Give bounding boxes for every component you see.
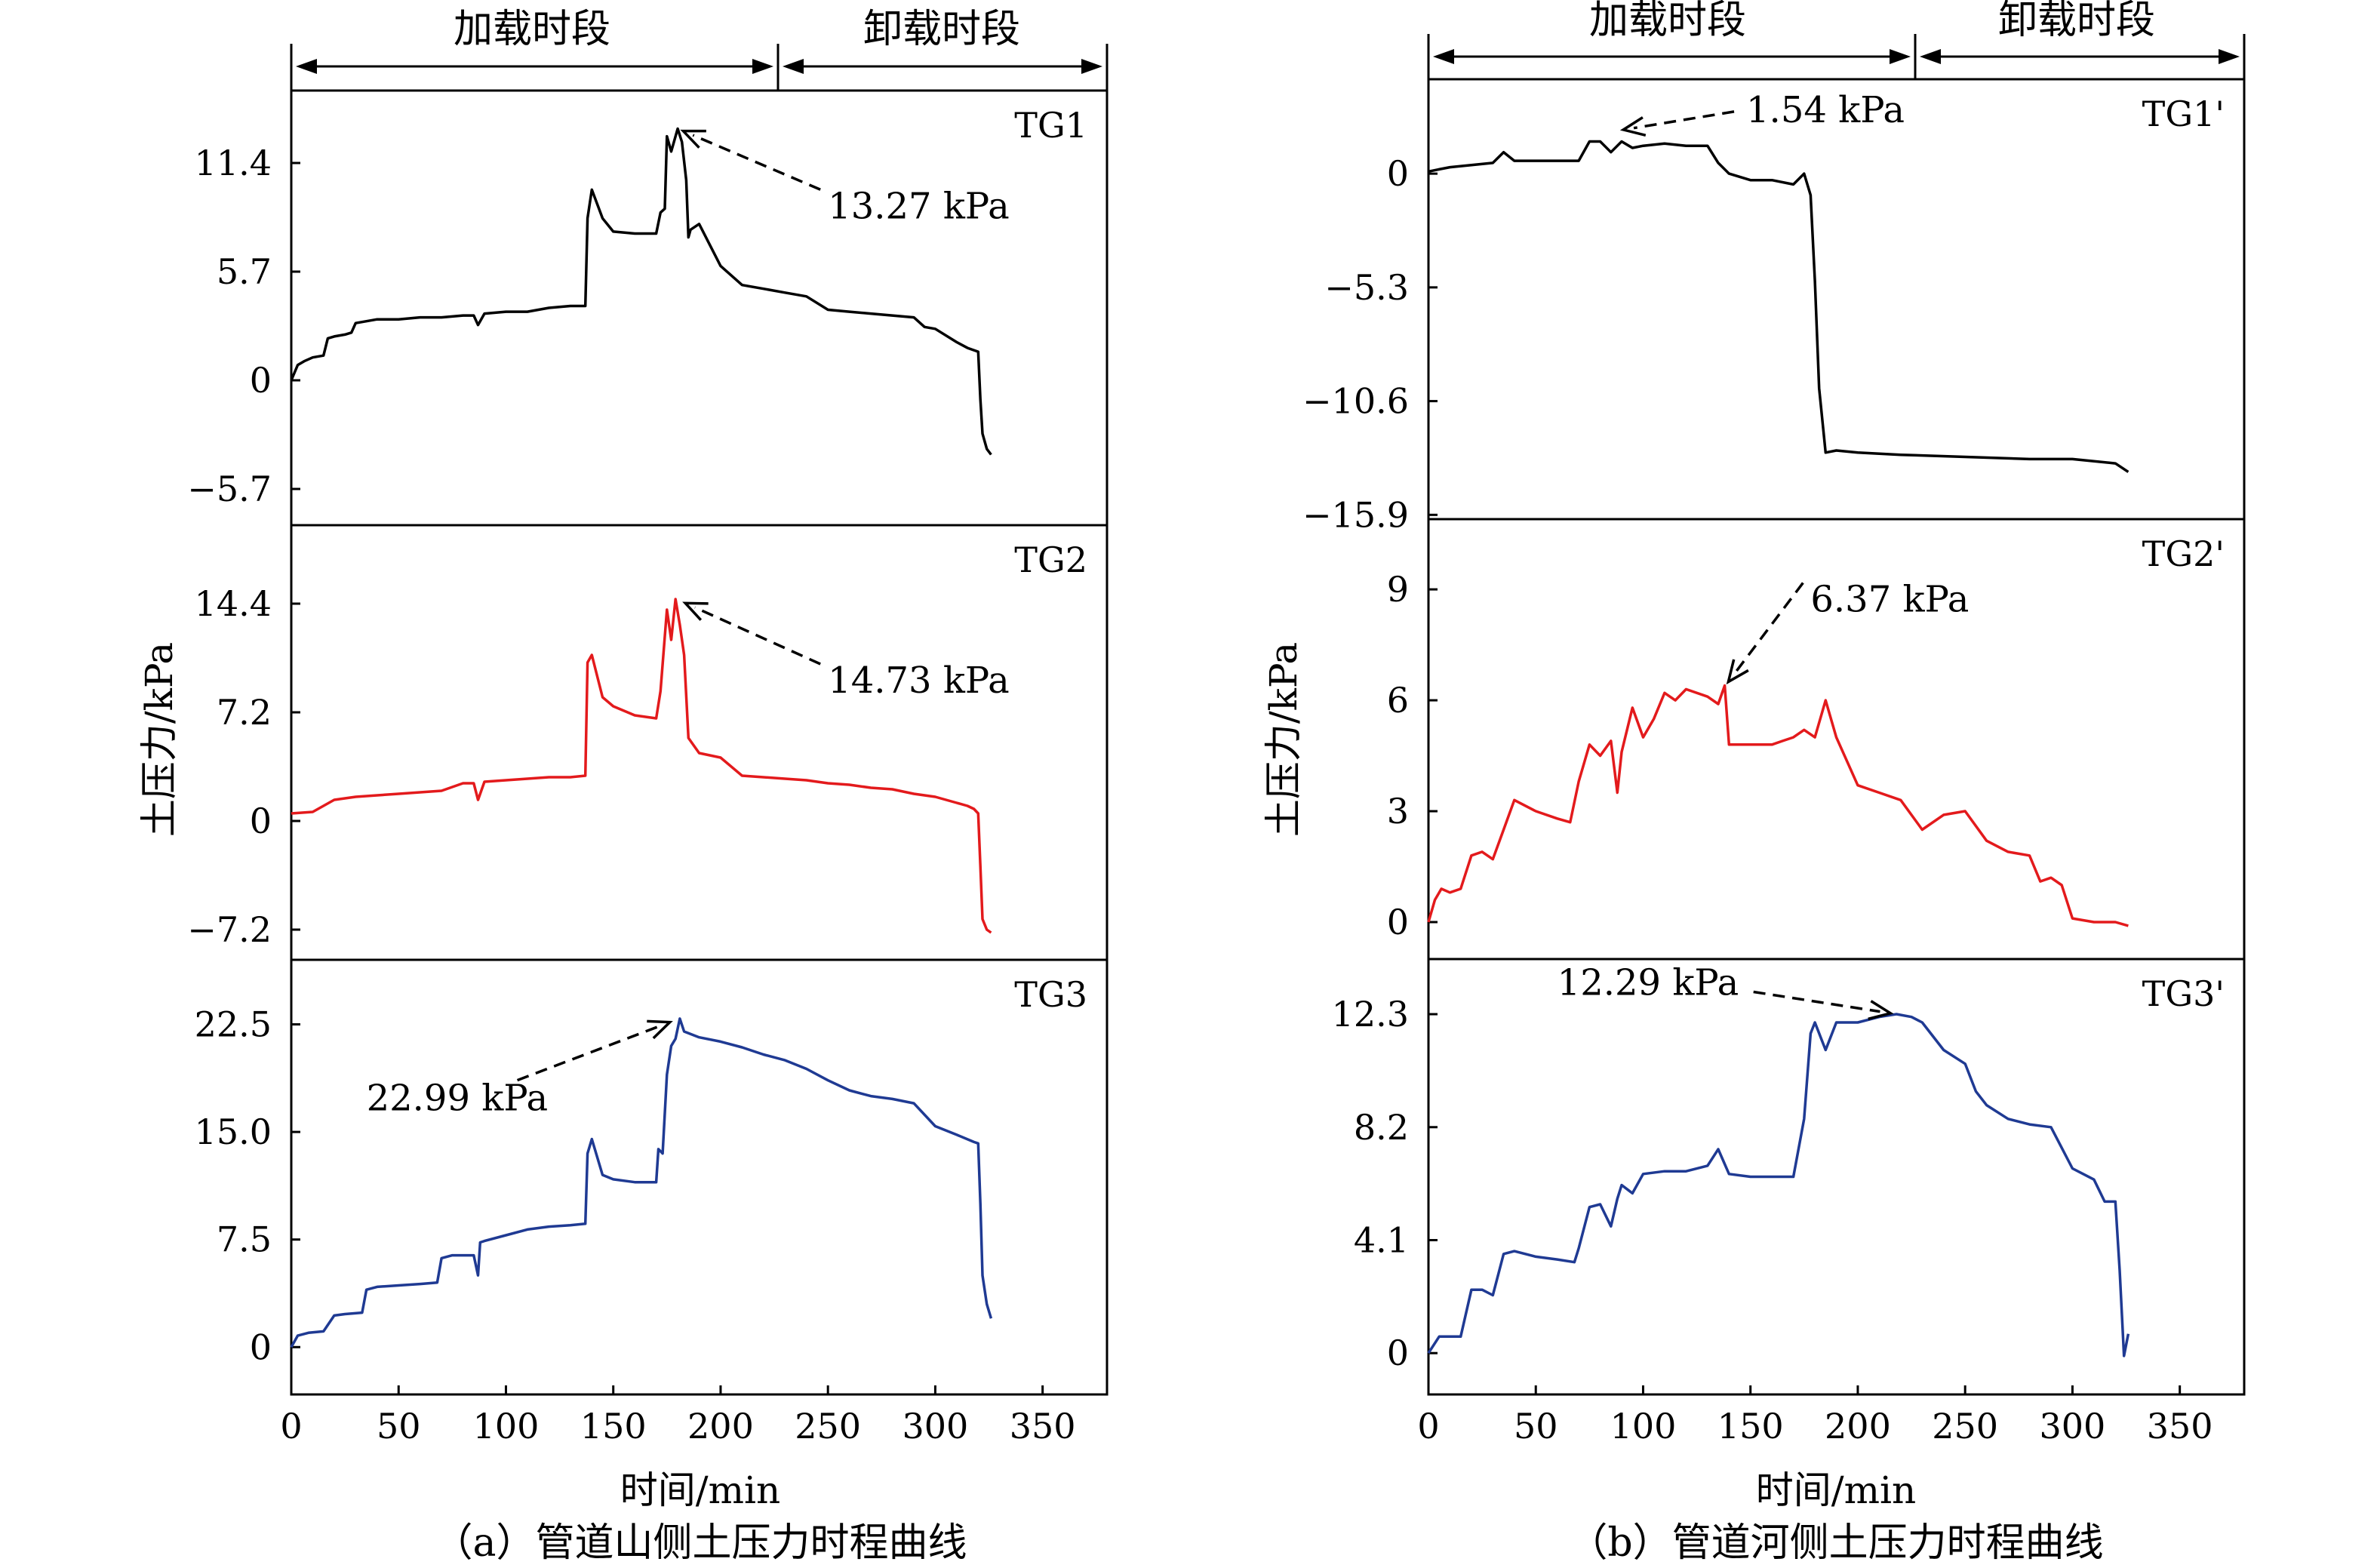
- y-tick-label-TG3-2: 15.0: [195, 1111, 272, 1152]
- series-label-TG3: TG3: [1014, 974, 1087, 1015]
- annotation-arrow-TG2p: [1733, 582, 1804, 675]
- x-tick-label-b-0: 0: [1417, 1406, 1439, 1447]
- y-tick-label-TG2p-2: 6: [1387, 680, 1409, 721]
- series-line-TG3: [290, 1017, 993, 1348]
- annotation-arrow-head-TG1p: [1619, 116, 1647, 137]
- y-axis-label-a: 土压力/kPa: [137, 642, 181, 837]
- unloading-arrow-head-left-a: [783, 59, 804, 74]
- x-axis-label-b: 时间/min: [1756, 1468, 1916, 1512]
- annotation-text-TG1: 13.27 kPa: [828, 185, 1010, 227]
- y-tick-label-TG1-1: 0: [250, 360, 272, 401]
- annotation-arrow-head-TG1: [680, 129, 706, 149]
- panel-a-phase-header: 加载时段 卸载时段: [290, 7, 1109, 91]
- annotation-arrow-head-TG2p: [1726, 659, 1749, 685]
- series-line-TG2p: [1427, 684, 2129, 927]
- unloading-arrow-head-right-b: [2219, 49, 2240, 64]
- plot-frame-TG1p: [1427, 78, 2246, 521]
- y-tick-label-TG1-3: 11.4: [195, 143, 272, 183]
- annotation-text-TG3p: 12.29 kPa: [1558, 961, 1739, 1004]
- x-tick-label-a-50: 50: [377, 1406, 421, 1447]
- x-tick-label-b-200: 200: [1825, 1406, 1891, 1447]
- x-tick-label-b-300: 300: [2040, 1406, 2106, 1447]
- unloading-arrow-head-right-a: [1081, 59, 1102, 74]
- y-tick-label-TG2p-1: 3: [1387, 791, 1409, 832]
- y-tick-label-TG2-3: 14.4: [195, 583, 272, 624]
- y-tick-label-TG1p-0: −15.9: [1302, 494, 1409, 535]
- y-tick-label-TG3-0: 0: [250, 1327, 272, 1367]
- y-tick-label-TG2p-3: 9: [1387, 569, 1409, 610]
- annotation-arrow-head-TG3: [647, 1019, 673, 1040]
- y-axis-label-b: 土压力/kPa: [1262, 642, 1305, 837]
- loading-arrow-head-right-b: [1890, 49, 1911, 64]
- chart-marks: 0 50 100 150 200 250 300 350 0 50 100 150 200 250 300 3…: [187, 89, 2225, 1447]
- y-tick-label-TG1-2: 5.7: [217, 251, 272, 292]
- plot-frame-TG2: [290, 524, 1109, 961]
- y-tick-label-TG1-0: −5.7: [187, 469, 272, 509]
- y-tick-label-TG1p-2: −5.3: [1324, 267, 1409, 308]
- series-line-TG3p: [1427, 1013, 2130, 1357]
- y-tick-label-TG3-1: 7.5: [217, 1219, 272, 1260]
- panel-b-phase-header: 加载时段 卸载时段: [1427, 0, 2246, 79]
- y-tick-label-TG1p-1: −10.6: [1302, 381, 1409, 422]
- series-label-TG1p: TG1': [2142, 94, 2225, 134]
- annotation-arrow-TG3p: [1753, 990, 1880, 1013]
- caption-a: （a）管道山侧土压力时程曲线: [433, 1520, 967, 1566]
- x-tick-label-b-250: 250: [1932, 1406, 1998, 1447]
- annotation-arrow-TG3: [516, 1025, 661, 1082]
- series-label-TG2: TG2: [1014, 540, 1087, 580]
- y-tick-label-TG2-1: 0: [250, 801, 272, 841]
- y-tick-label-TG3-3: 22.5: [195, 1004, 272, 1045]
- caption-b: （b）管道河侧土压力时程曲线: [1568, 1520, 2103, 1566]
- annotation-arrow-TG1: [692, 134, 821, 191]
- x-tick-label-a-200: 200: [687, 1406, 754, 1447]
- annotation-arrow-TG1p: [1633, 110, 1735, 130]
- annotation-arrow-head-TG2: [682, 601, 709, 621]
- y-tick-label-TG3p-2: 8.2: [1354, 1107, 1409, 1148]
- x-tick-label-a-100: 100: [473, 1406, 540, 1447]
- series-label-TG1: TG1: [1014, 105, 1087, 146]
- y-tick-label-TG2-0: −7.2: [187, 909, 272, 950]
- annotation-text-TG2p: 6.37 kPa: [1810, 578, 1969, 620]
- annotation-text-TG1p: 1.54 kPa: [1746, 89, 1905, 131]
- unloading-phase-label-a: 卸载时段: [863, 7, 1020, 52]
- x-axis-label-a: 时间/min: [620, 1468, 780, 1512]
- plot-frame-TG3: [290, 958, 1109, 1396]
- x-tick-label-a-150: 150: [580, 1406, 647, 1447]
- x-tick-label-a-350: 350: [1010, 1406, 1076, 1447]
- y-tick-label-TG3p-3: 12.3: [1332, 994, 1409, 1035]
- unloading-phase-label-b: 卸载时段: [1998, 0, 2155, 43]
- annotation-arrow-TG2: [694, 606, 821, 666]
- series-label-TG3p: TG3': [2142, 973, 2225, 1014]
- y-tick-label-TG2p-0: 0: [1387, 902, 1409, 942]
- y-tick-label-TG1p-3: 0: [1387, 153, 1409, 194]
- x-tick-label-b-150: 150: [1717, 1406, 1784, 1447]
- y-tick-label-TG3p-1: 4.1: [1354, 1219, 1409, 1260]
- x-tick-label-a-300: 300: [903, 1406, 969, 1447]
- loading-phase-label-b: 加载时段: [1589, 0, 1746, 43]
- x-tick-label-a-0: 0: [280, 1406, 302, 1447]
- annotation-arrow-head-TG3p: [1868, 1000, 1894, 1021]
- series-line-TG2: [291, 598, 992, 934]
- series-label-TG2p: TG2': [2142, 533, 2225, 574]
- x-tick-label-b-100: 100: [1610, 1406, 1677, 1447]
- unloading-arrow-head-left-b: [1920, 49, 1941, 64]
- loading-phase-label-a: 加载时段: [454, 7, 610, 52]
- x-tick-label-a-250: 250: [795, 1406, 861, 1447]
- loading-arrow-head-left-a: [296, 59, 317, 74]
- loading-arrow-head-left-b: [1433, 49, 1454, 64]
- y-tick-label-TG2-2: 7.2: [217, 692, 272, 733]
- series-line-TG1: [290, 127, 992, 456]
- plot-frame-TG1: [290, 89, 1109, 527]
- y-tick-label-TG3p-0: 0: [1387, 1333, 1409, 1373]
- x-tick-label-b-350: 350: [2147, 1406, 2213, 1447]
- annotation-text-TG3: 22.99 kPa: [367, 1078, 549, 1120]
- series-line-TG1p: [1428, 140, 2129, 473]
- plot-frame-TG3p: [1427, 958, 2246, 1396]
- x-tick-label-b-50: 50: [1514, 1406, 1558, 1447]
- loading-arrow-head-right-a: [752, 59, 773, 74]
- annotation-text-TG2: 14.73 kPa: [828, 659, 1010, 702]
